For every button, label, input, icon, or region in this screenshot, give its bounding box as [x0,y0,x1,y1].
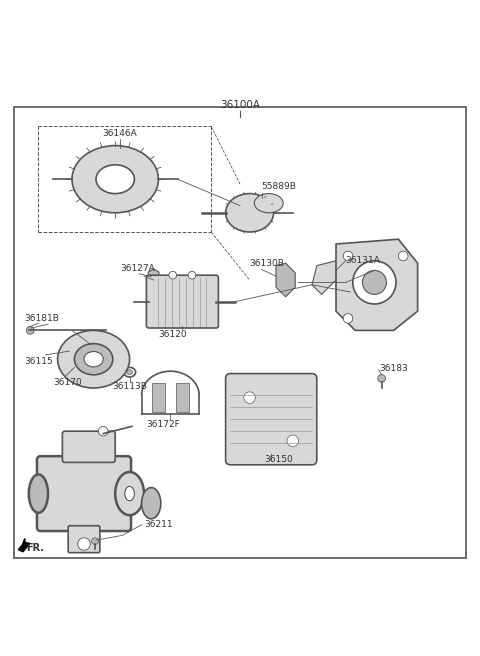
Text: 36120: 36120 [158,331,187,339]
Polygon shape [18,542,29,552]
FancyBboxPatch shape [146,276,218,328]
Ellipse shape [84,352,103,367]
Circle shape [362,270,386,295]
Text: 36181B: 36181B [24,314,59,323]
FancyBboxPatch shape [37,456,131,531]
Circle shape [343,251,353,261]
Bar [152,383,165,412]
Ellipse shape [72,146,158,213]
Circle shape [169,272,177,279]
Ellipse shape [254,194,283,213]
Text: 36100A: 36100A [220,100,260,110]
Ellipse shape [71,347,78,352]
Text: 36115: 36115 [24,357,53,366]
Circle shape [26,327,34,335]
Text: 36146A: 36146A [103,129,137,138]
Circle shape [244,392,255,403]
Ellipse shape [74,344,113,375]
Polygon shape [336,239,418,331]
Circle shape [343,314,353,323]
Text: 36127A: 36127A [120,264,155,273]
Circle shape [378,375,385,382]
Polygon shape [276,263,295,297]
Text: 36130B: 36130B [250,259,285,268]
Text: 36150: 36150 [264,455,293,464]
FancyBboxPatch shape [68,525,100,552]
Ellipse shape [125,486,134,501]
Text: 36113B: 36113B [112,382,147,391]
Polygon shape [312,261,341,295]
Text: 55889B: 55889B [262,182,297,191]
FancyBboxPatch shape [226,374,317,465]
Text: 36131A: 36131A [346,256,381,265]
Circle shape [92,538,98,544]
Circle shape [188,272,196,279]
Ellipse shape [226,194,274,232]
Ellipse shape [142,487,161,519]
Text: FR.: FR. [26,543,44,553]
Ellipse shape [127,370,132,375]
Circle shape [353,261,396,304]
Text: 36211: 36211 [144,520,173,529]
Polygon shape [148,269,159,281]
Bar [176,383,189,412]
Circle shape [398,251,408,261]
Ellipse shape [29,474,48,513]
Text: 36183: 36183 [379,364,408,373]
Ellipse shape [96,165,134,194]
Ellipse shape [124,367,136,377]
Circle shape [287,435,299,447]
Ellipse shape [115,472,144,515]
Text: 36172F: 36172F [146,420,180,429]
Circle shape [98,426,108,436]
Circle shape [78,538,90,550]
Ellipse shape [67,344,82,356]
FancyBboxPatch shape [62,431,115,462]
Ellipse shape [58,331,130,388]
Text: 36170: 36170 [53,379,82,388]
